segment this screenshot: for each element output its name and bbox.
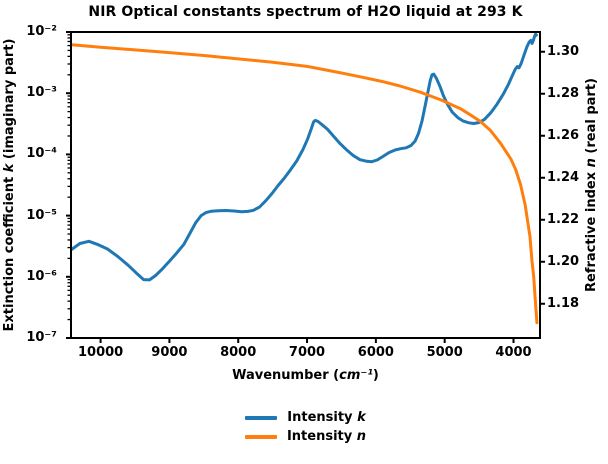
left-axis-tick-label: 10⁻⁴: [26, 146, 57, 162]
legend-entry-n: Intensity n: [244, 430, 366, 444]
k-curve: [71, 32, 538, 282]
left-axis-tick-label: 10⁻⁵: [26, 207, 57, 223]
chart-title: NIR Optical constants spectrum of H2O li…: [88, 4, 523, 20]
left-axis-tick-label: 10⁻⁶: [26, 268, 57, 284]
left-y-axis-label-text: Extinction coefficient: [2, 172, 17, 332]
right-axis-tick-label: 1.18: [547, 295, 580, 311]
left-y-axis-label-suffix: (imaginary part): [2, 38, 17, 164]
x-axis-tick-label: 8000: [220, 345, 257, 360]
left-axis-tick-label: 10⁻³: [26, 85, 57, 101]
right-y-axis-label-symbol: n: [584, 158, 599, 168]
legend-label-k: Intensity k: [287, 411, 365, 425]
x-axis-tick-label: 9000: [151, 345, 188, 360]
right-axis-tick-label: 1.20: [547, 253, 580, 269]
legend-label-n: Intensity n: [287, 430, 366, 444]
right-axis-tick-label: 1.24: [547, 169, 580, 185]
legend-label-text: Intensity: [287, 410, 358, 425]
x-axis-label-text: Wavenumber (: [232, 368, 340, 383]
x-axis-tick-label: 4000: [495, 345, 532, 360]
x-axis-label-units: cm⁻¹: [339, 368, 373, 383]
right-axis-tick-label: 1.22: [547, 211, 580, 227]
right-y-axis-label: Refractive index n (real part): [584, 32, 602, 338]
legend-label-symbol: n: [356, 429, 367, 444]
left-axis-tick-label: 10⁻²: [26, 24, 57, 39]
x-axis-tick-label: 7000: [288, 345, 326, 360]
x-axis-tick-label: 10000: [77, 345, 124, 360]
x-axis-tick-label: 5000: [426, 345, 463, 360]
right-y-axis-label-suffix: (real part): [584, 78, 599, 159]
right-y-axis-label-text: Refractive index: [584, 167, 599, 292]
left-axis-tick-label: 10⁻⁷: [26, 330, 57, 345]
right-axis-tick-label: 1.26: [547, 127, 580, 143]
legend-label-text: Intensity: [286, 429, 357, 444]
left-y-axis-label-symbol: k: [2, 163, 17, 173]
legend-entry-k: Intensity k: [245, 411, 366, 425]
legend-line-k: [245, 416, 278, 420]
right-axis-tick-label: 1.28: [547, 85, 580, 101]
right-axis-tick-label: 1.30: [547, 43, 580, 59]
x-axis-label-suffix: ): [372, 368, 379, 383]
legend-label-symbol: k: [357, 410, 366, 425]
legend-line-n: [244, 435, 277, 439]
axes-frame: [70, 31, 541, 339]
x-axis-label: Wavenumber (cm⁻¹): [71, 368, 540, 383]
n-curve: [71, 43, 539, 325]
left-y-axis-label: Extinction coefficient k (imaginary part…: [2, 32, 20, 338]
x-axis-tick-label: 6000: [357, 345, 394, 360]
legend: Intensity k Intensity n: [71, 411, 540, 444]
